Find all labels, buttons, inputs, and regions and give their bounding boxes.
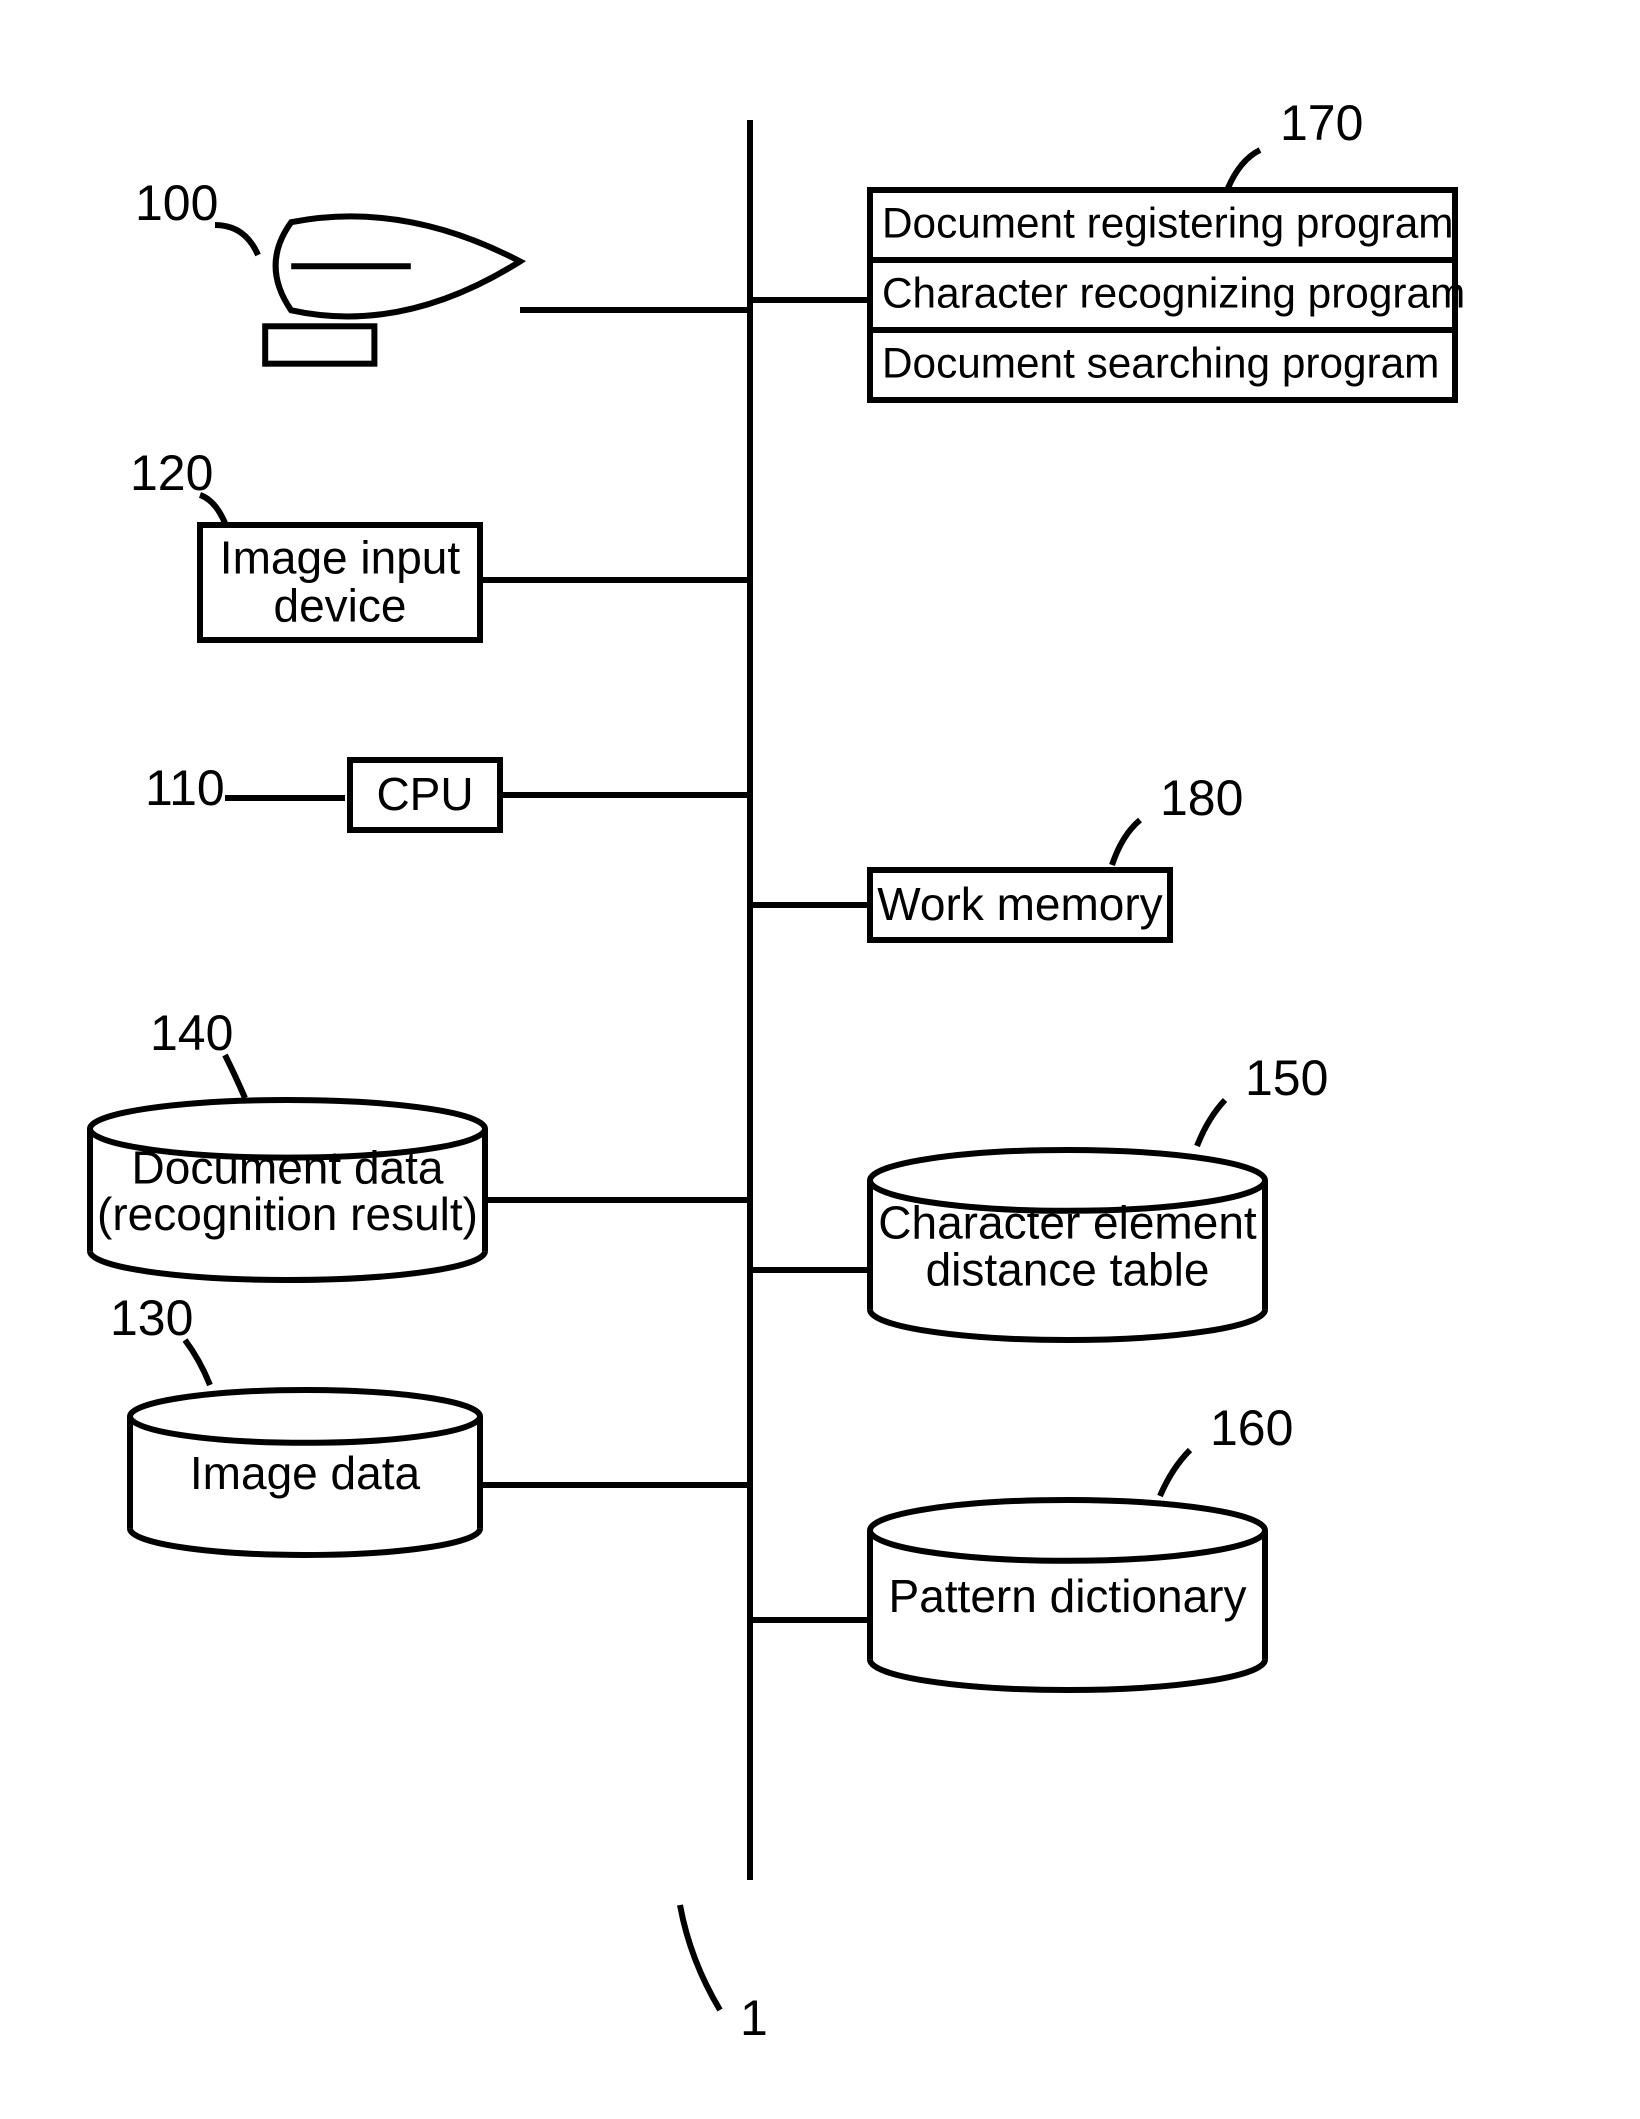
- n160: Pattern dictionary: [870, 1500, 1265, 1690]
- n100: [265, 216, 520, 363]
- n140: Document data(recognition result): [90, 1100, 485, 1280]
- n140-text-1: (recognition result): [97, 1188, 478, 1240]
- n130-leader: [185, 1340, 210, 1385]
- n170-ref-label: 170: [1280, 95, 1363, 151]
- n100-ref-label: 100: [135, 175, 218, 231]
- n170-row-text-0: Document registering program: [882, 200, 1453, 247]
- n170: Document registering program Character re…: [870, 190, 1465, 400]
- n130-text-0: Image data: [190, 1447, 421, 1499]
- n130: Image data: [130, 1390, 480, 1555]
- n170-row-text-1: Character recognizing program: [882, 270, 1465, 317]
- n180: Work memory: [870, 870, 1170, 940]
- n140-ref-label: 140: [150, 1005, 233, 1061]
- n110: CPU: [350, 760, 500, 830]
- n150-ref-label: 150: [1245, 1050, 1328, 1106]
- n110-ref-label: 110: [145, 760, 225, 816]
- n150-text-0: Character element: [878, 1197, 1257, 1249]
- n140-leader: [225, 1055, 245, 1098]
- n120-text-1: device: [274, 580, 407, 632]
- system-leader: [680, 1905, 720, 2010]
- n120-text-0: Image input: [220, 531, 461, 583]
- n180-text-0: Work memory: [877, 878, 1162, 930]
- n150-text-1: distance table: [926, 1243, 1210, 1295]
- n100-leader: [215, 225, 258, 255]
- n140-text-0: Document data: [132, 1141, 444, 1193]
- n110-text-0: CPU: [376, 768, 473, 820]
- n160-text-0: Pattern dictionary: [889, 1570, 1247, 1622]
- n120-leader: [200, 495, 225, 523]
- n170-leader: [1228, 150, 1260, 188]
- n170-row-text-2: Document searching program: [882, 340, 1439, 387]
- n180-ref-label: 180: [1160, 770, 1243, 826]
- n160-leader: [1160, 1450, 1190, 1496]
- n120: Image inputdevice: [200, 525, 480, 640]
- n130-ref-label: 130: [110, 1290, 193, 1346]
- n160-ref-label: 160: [1210, 1400, 1293, 1456]
- system-ref-label: 1: [740, 1990, 768, 2046]
- n150-leader: [1197, 1100, 1225, 1146]
- n180-leader: [1112, 820, 1140, 865]
- n150: Character elementdistance table: [870, 1150, 1265, 1340]
